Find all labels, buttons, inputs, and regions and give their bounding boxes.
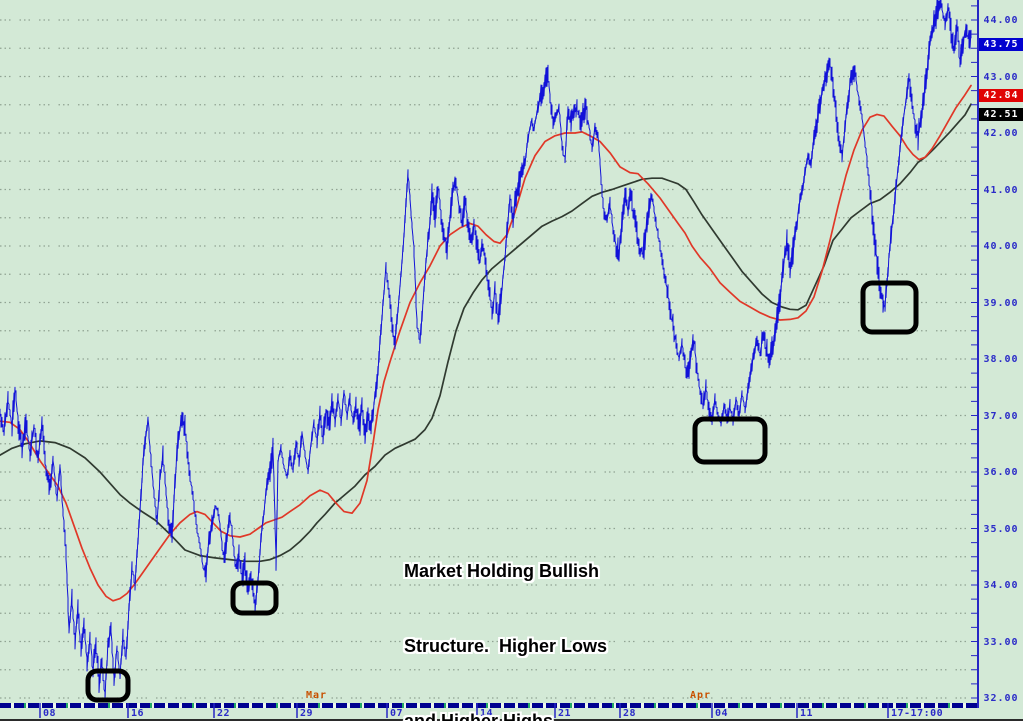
date-axis-label: 16: [131, 708, 145, 719]
price-axis-label: 39.00: [983, 297, 1019, 309]
annotation-line-3: and Higher Highs.: [404, 711, 559, 721]
date-axis-label: 29: [300, 708, 314, 719]
date-axis-label: 17-17:00: [891, 708, 944, 719]
price-axis-label: 32.00: [983, 693, 1019, 704]
price-axis-label: 36.00: [983, 467, 1019, 478]
date-axis-label: 14: [480, 708, 494, 719]
price-axis-label: 34.00: [983, 580, 1019, 591]
higher-low-highlight-box-1: [85, 668, 131, 703]
month-label-mar: Mar: [306, 690, 328, 701]
month-label-apr: Apr: [690, 690, 712, 701]
price-axis-label: 37.00: [983, 410, 1019, 422]
date-axis-label: 22: [217, 708, 231, 719]
date-axis-label: 07: [390, 708, 404, 719]
price-axis-label: 41.00: [983, 184, 1019, 196]
window-bottom-edge: [0, 719, 1023, 721]
price-axis-label: 44.00: [983, 15, 1019, 26]
annotation-line-2: Structure. Higher Lows: [404, 636, 608, 656]
date-axis-label: 08: [43, 708, 57, 719]
date-axis-label: 04: [715, 708, 729, 719]
price-axis-label: 43.00: [983, 71, 1019, 83]
dark-ma-value-marker: 42.51: [979, 107, 1023, 121]
higher-low-highlight-box-4: [860, 280, 919, 335]
date-axis-label: 11: [800, 708, 814, 719]
higher-low-highlight-box-2: [230, 580, 279, 616]
date-axis-label: 28: [623, 708, 637, 719]
higher-low-highlight-box-3: [692, 416, 768, 465]
price-axis-label: 33.00: [983, 636, 1019, 648]
annotation-text: Market Holding Bullish Structure. Higher…: [404, 509, 607, 721]
last-price-marker: 43.75: [979, 37, 1023, 51]
price-axis-label: 42.00: [983, 128, 1019, 139]
date-axis-label: 21: [558, 708, 572, 719]
price-axis-label: 40.00: [983, 241, 1019, 252]
red-ma-value-marker: 42.84: [979, 89, 1023, 103]
annotation-line-1: Market Holding Bullish: [404, 561, 600, 581]
price-axis-label: 35.00: [983, 523, 1019, 535]
price-axis-label: 38.00: [983, 354, 1019, 365]
